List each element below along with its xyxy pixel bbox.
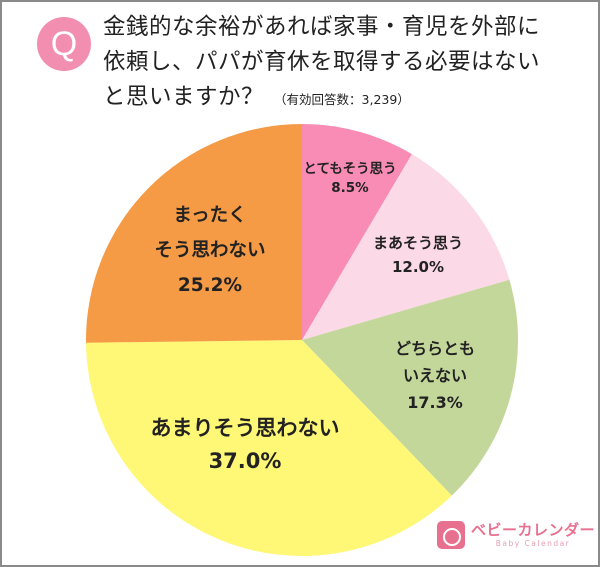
logo-english: Baby Calendar — [495, 538, 571, 548]
calendar-icon — [437, 521, 465, 549]
slice-label-somewhat-disagree: あまりそう思わない 37.0% — [115, 412, 375, 478]
question-text: 金銭的な余裕があれば家事・育児を外部に 依頼し、パパが育休を取得する必要はない … — [103, 10, 583, 117]
response-count: （有効回答数：3,239） — [274, 92, 410, 107]
label-percent: 25.2% — [177, 275, 243, 296]
label-text: まあそう思う — [372, 234, 463, 252]
label-percent: 8.5% — [331, 180, 369, 196]
slice-label-neutral: どちらとも いえない 17.3% — [380, 335, 490, 416]
label-text: どちらとも — [394, 339, 475, 358]
label-text-2: そう思わない — [154, 240, 266, 261]
question-badge: Q — [37, 17, 91, 71]
slice-label-somewhat-agree: まあそう思う 12.0% — [358, 231, 478, 279]
label-text-2: いえない — [402, 366, 467, 385]
slice-strongly-disagree — [85, 124, 302, 343]
slice-somewhat-agree — [302, 154, 510, 340]
label-percent: 37.0% — [208, 449, 282, 473]
baby-calendar-logo: ベビーカレンダー Baby Calendar — [437, 515, 595, 555]
slice-neutral — [302, 279, 518, 496]
question-line-1: 金銭的な余裕があれば家事・育児を外部に — [103, 14, 541, 40]
logo-japanese: ベビーカレンダー — [471, 520, 596, 539]
label-percent: 17.3% — [407, 393, 463, 412]
label-text: とてもそう思う — [303, 161, 397, 177]
slice-label-strongly-disagree: まったく そう思わない 25.2% — [130, 198, 290, 303]
question-line-3-text: と思いますか？ — [103, 84, 265, 110]
label-text: まったく — [173, 205, 247, 226]
slice-strongly-agree — [302, 124, 412, 340]
label-percent: 12.0% — [391, 258, 445, 276]
slice-label-strongly-agree: とてもそう思う 8.5% — [290, 160, 410, 198]
label-text: あまりそう思わない — [150, 416, 340, 440]
question-line-2: 依頼し、パパが育休を取得する必要はない — [103, 49, 541, 75]
logo-text: ベビーカレンダー Baby Calendar — [471, 520, 596, 549]
slice-somewhat-disagree — [86, 340, 452, 556]
question-line-3: と思いますか？ （有効回答数：3,239） — [103, 80, 583, 117]
